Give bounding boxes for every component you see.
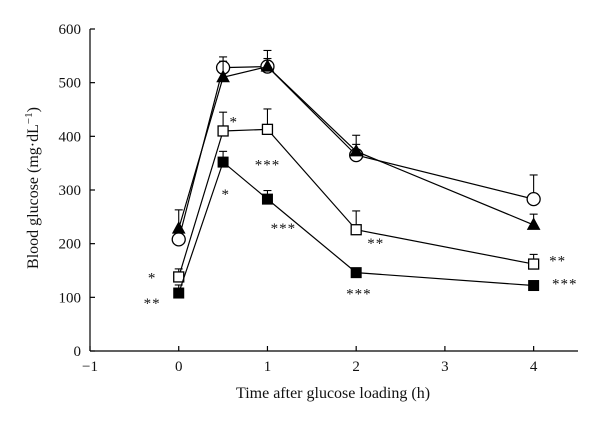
x-axis-label: Time after glucose loading (h) [236, 385, 430, 402]
data-point [173, 287, 185, 299]
y-axis-label-main: Blood glucose (mg·dL [25, 124, 42, 269]
x-tick-label: 0 [175, 359, 183, 375]
data-point [261, 193, 273, 205]
significance-marker: * [222, 187, 231, 203]
data-point [528, 280, 540, 292]
significance-marker: *** [271, 221, 297, 237]
data-point [527, 258, 540, 270]
y-axis-label: Blood glucose (mg·dL−1) [23, 107, 42, 269]
significance-marker: *** [346, 286, 372, 302]
y-axis-label-close: ) [25, 107, 42, 112]
y-tick-label: 500 [59, 76, 82, 92]
data-point [217, 125, 229, 137]
data-point [350, 224, 362, 236]
significance-marker: *** [552, 277, 578, 293]
data-point [350, 267, 362, 279]
x-tick-label: 4 [530, 359, 538, 375]
significance-marker: ** [144, 296, 161, 312]
series-filled-square [173, 150, 540, 299]
x-tick-label: 3 [441, 359, 449, 375]
data-point [526, 191, 541, 207]
significance-marker: * [148, 270, 157, 286]
data-point [171, 232, 186, 247]
significance-marker: ** [549, 254, 566, 270]
data-point [173, 271, 185, 283]
x-tick-label: −1 [82, 359, 98, 375]
data-point [261, 123, 274, 136]
significance-marker: * [229, 115, 238, 131]
annotations: ********************* [144, 115, 578, 312]
series-layer [171, 49, 541, 299]
data-point [171, 221, 186, 234]
y-tick-label: 100 [59, 290, 82, 306]
data-point [349, 143, 364, 157]
significance-marker: *** [255, 158, 281, 174]
data-point [217, 156, 229, 168]
data-point [216, 69, 230, 83]
y-tick-label: 400 [59, 129, 82, 145]
y-tick-label: 300 [59, 183, 82, 199]
data-point [260, 59, 275, 72]
significance-marker: ** [367, 236, 384, 252]
x-tick-label: 1 [264, 359, 272, 375]
y-tick-label: 0 [74, 344, 82, 360]
series-filled-triangle [171, 49, 541, 234]
series-open-square [173, 108, 540, 283]
y-tick-label: 600 [59, 22, 82, 38]
y-tick-label: 200 [59, 237, 82, 253]
data-point [526, 217, 541, 230]
y-axis-label-unit-exponent: −1 [23, 112, 35, 124]
x-tick-label: 2 [352, 359, 360, 375]
